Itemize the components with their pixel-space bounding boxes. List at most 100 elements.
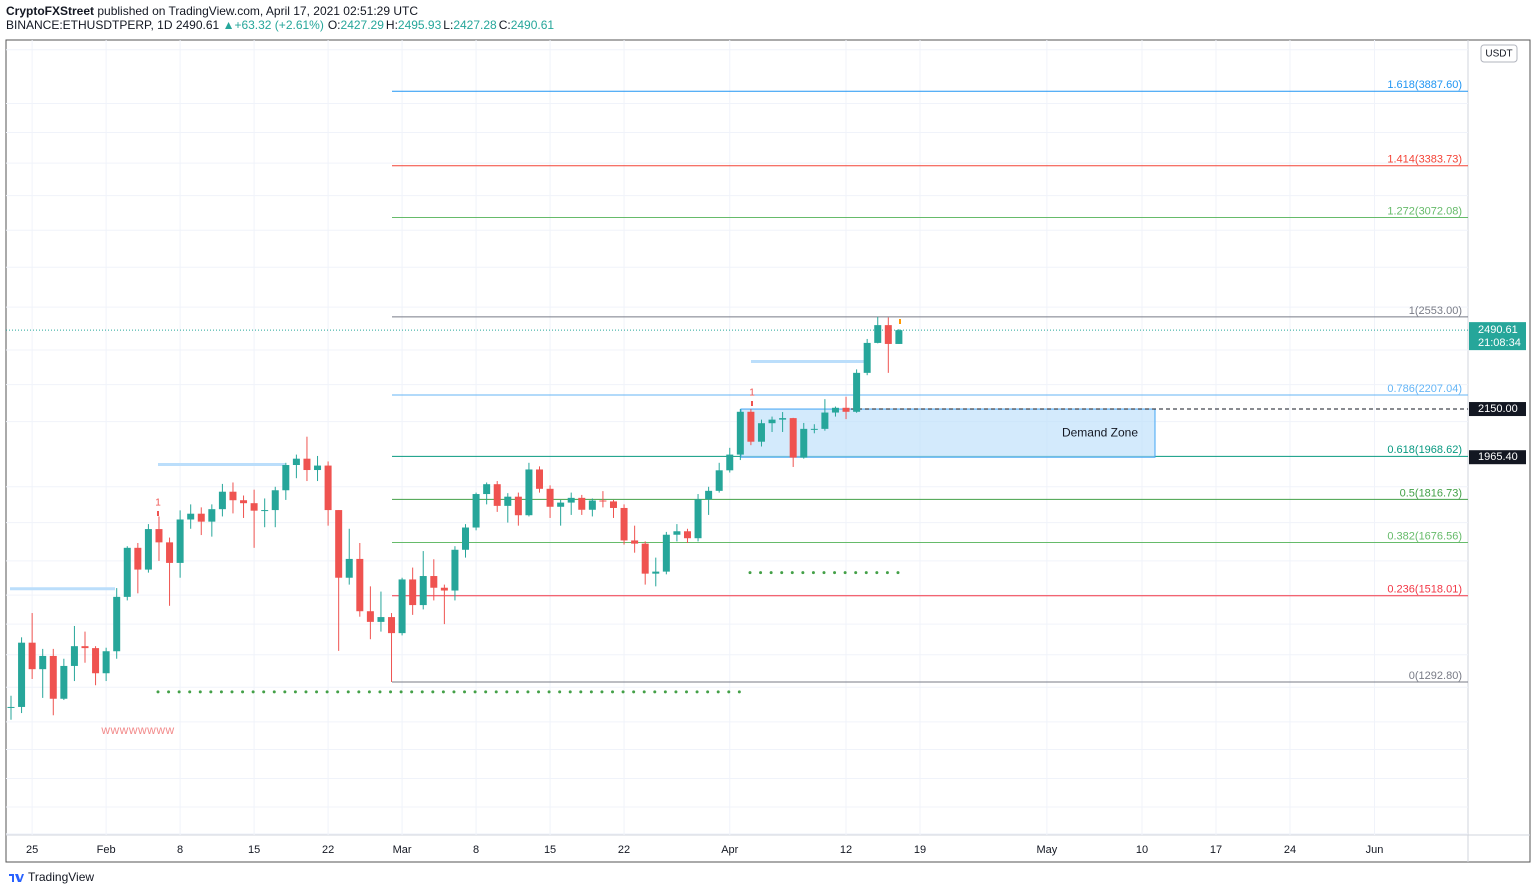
- candle-body: [366, 611, 374, 622]
- candle-body: [335, 510, 343, 578]
- candle-body: [345, 558, 353, 578]
- x-tick-label: 12: [840, 844, 852, 856]
- candle-body: [705, 490, 713, 500]
- published: published on TradingView.com, April 17, …: [97, 4, 419, 18]
- publish-line: CryptoFXStreet published on TradingView.…: [6, 4, 554, 18]
- candle-body: [49, 655, 57, 699]
- demand-zone-label: Demand Zone: [1062, 425, 1138, 439]
- ohlc-value: 2490.61: [510, 18, 555, 32]
- x-tick-label: Feb: [97, 844, 116, 856]
- candle-body: [123, 547, 131, 597]
- symbol: BINANCE:ETHUSDTPERP, 1D: [6, 18, 173, 32]
- candle-body: [70, 646, 78, 666]
- candle-body: [18, 642, 26, 707]
- candle-body: [757, 423, 765, 442]
- x-tick-label: 15: [248, 844, 260, 856]
- signal-label: 1: [155, 498, 161, 509]
- candle-body: [356, 558, 364, 612]
- x-tick-label: May: [1036, 844, 1057, 856]
- candle-body: [874, 325, 882, 343]
- candle-body: [800, 428, 808, 458]
- candle-body: [493, 484, 501, 506]
- candle-body: [388, 617, 396, 634]
- candle-body: [440, 587, 448, 591]
- candle-body: [430, 576, 438, 588]
- ohlc-label: H:: [385, 18, 398, 32]
- candle-body: [620, 507, 628, 541]
- marker-label: 1965.40: [1478, 451, 1518, 463]
- change: ▲+63.32 (+2.61%): [222, 18, 324, 32]
- frame: [5, 39, 1531, 863]
- candle-body: [736, 411, 744, 455]
- signal-label: 1: [749, 388, 755, 399]
- signal-label: wwwwwwww: [100, 723, 174, 737]
- candle-body: [853, 372, 861, 412]
- x-tick-label: 22: [618, 844, 630, 856]
- candle-body: [229, 491, 237, 501]
- x-tick-label: Apr: [721, 844, 738, 856]
- candle-body: [662, 534, 670, 572]
- candle-body: [113, 596, 121, 652]
- candle-body: [578, 497, 586, 510]
- candle-body: [831, 407, 839, 413]
- candle-body: [863, 342, 871, 373]
- x-tick-label: 22: [322, 844, 334, 856]
- candle-body: [144, 529, 152, 570]
- last-price-label: 2490.61: [1478, 324, 1518, 336]
- candle-body: [197, 513, 205, 522]
- candle-body: [779, 418, 787, 420]
- candle-body: [821, 412, 829, 429]
- x-tick-label: 15: [544, 844, 556, 856]
- candle-body: [102, 651, 110, 674]
- marker-box: [1469, 450, 1526, 465]
- candle-body: [303, 458, 311, 471]
- candle-body: [652, 571, 660, 574]
- candle-body: [641, 543, 649, 574]
- candle-body: [250, 503, 258, 511]
- candle-body: [7, 706, 15, 708]
- fib-label: 1.272(3072.08): [1387, 205, 1462, 217]
- candle-body: [155, 529, 163, 543]
- x-tick-label: 19: [914, 844, 926, 856]
- fib-label: 0(1292.80): [1409, 670, 1462, 682]
- candle-body: [599, 500, 607, 502]
- candle-body: [218, 491, 226, 510]
- candle-body: [134, 547, 142, 570]
- candle-body: [187, 513, 195, 520]
- candle-body: [483, 484, 491, 495]
- candle-body: [557, 502, 565, 507]
- author: CryptoFXStreet: [6, 4, 95, 18]
- ohlc-value: 2427.28: [453, 18, 497, 32]
- last-price-box: [1469, 322, 1526, 351]
- candle-body: [314, 465, 322, 471]
- ohlc-label: C:: [498, 18, 511, 32]
- last: 2490.61: [175, 18, 220, 32]
- x-tick-label: 25: [26, 844, 38, 856]
- candle-body: [525, 469, 533, 516]
- candle-body: [409, 579, 417, 606]
- candle-body: [715, 470, 723, 491]
- candle-body: [451, 549, 459, 591]
- candle-body: [631, 540, 639, 544]
- candle-body: [398, 579, 406, 634]
- candle-body: [282, 465, 290, 491]
- x-tick-label: Jun: [1366, 844, 1384, 856]
- footer: TradingView: [8, 870, 94, 884]
- candle-body: [884, 325, 892, 344]
- fib-label: 0.236(1518.01): [1387, 584, 1462, 596]
- ohlc-label: L:: [443, 18, 454, 32]
- candle-body: [81, 646, 89, 649]
- candle-body: [810, 428, 818, 430]
- fib-label: 1(2553.00): [1409, 305, 1462, 317]
- x-tick-label: 24: [1284, 844, 1296, 856]
- candle-body: [768, 419, 776, 424]
- fib-label: 1.414(3383.73): [1387, 154, 1462, 166]
- fib-label: 0.618(1968.62): [1387, 444, 1462, 456]
- x-tick-label: 17: [1210, 844, 1222, 856]
- fib-label: 0.5(1816.73): [1400, 487, 1462, 499]
- candle-body: [419, 576, 427, 606]
- marker-box: [1469, 402, 1526, 417]
- candle-body: [472, 494, 480, 528]
- candle-body: [176, 519, 184, 563]
